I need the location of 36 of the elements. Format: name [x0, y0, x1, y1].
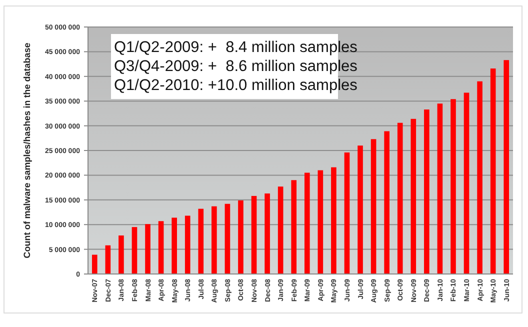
- bar: [158, 221, 164, 274]
- bar: [224, 204, 230, 274]
- y-axis-title: Count of malware samples/hashes in the database: [22, 42, 32, 258]
- annotation: Q1/Q2-2010: +10.0 million samples: [114, 77, 358, 94]
- bar: [184, 216, 190, 274]
- bar: [424, 110, 430, 274]
- bar: [92, 254, 98, 274]
- bar: [358, 146, 363, 274]
- bar: [238, 200, 244, 274]
- bar: [477, 81, 482, 274]
- bar: [397, 122, 403, 274]
- bar: [304, 172, 310, 274]
- bar: [437, 104, 443, 274]
- bar: [450, 99, 456, 274]
- bar: [370, 139, 376, 274]
- bar: [251, 196, 257, 274]
- bar: [384, 131, 390, 274]
- annotation: Q1/Q2-2009: + 8.4 million samples: [114, 39, 358, 56]
- bar: [212, 206, 217, 274]
- bar: [264, 193, 270, 274]
- bar: [198, 208, 204, 274]
- annotation: Q3/Q4-2009: + 8.6 million samples: [114, 58, 358, 75]
- bar: [410, 118, 416, 274]
- bar: [331, 167, 336, 274]
- bar: [490, 68, 496, 274]
- bar: [118, 235, 124, 274]
- bar: [172, 218, 177, 274]
- bar: [145, 224, 150, 274]
- bar: [278, 186, 284, 274]
- bar: [132, 227, 138, 274]
- bar: [504, 60, 510, 274]
- bar: [464, 92, 470, 274]
- bar: [105, 245, 111, 274]
- bar: [291, 180, 297, 274]
- bar: [344, 152, 350, 274]
- bar: [318, 170, 324, 274]
